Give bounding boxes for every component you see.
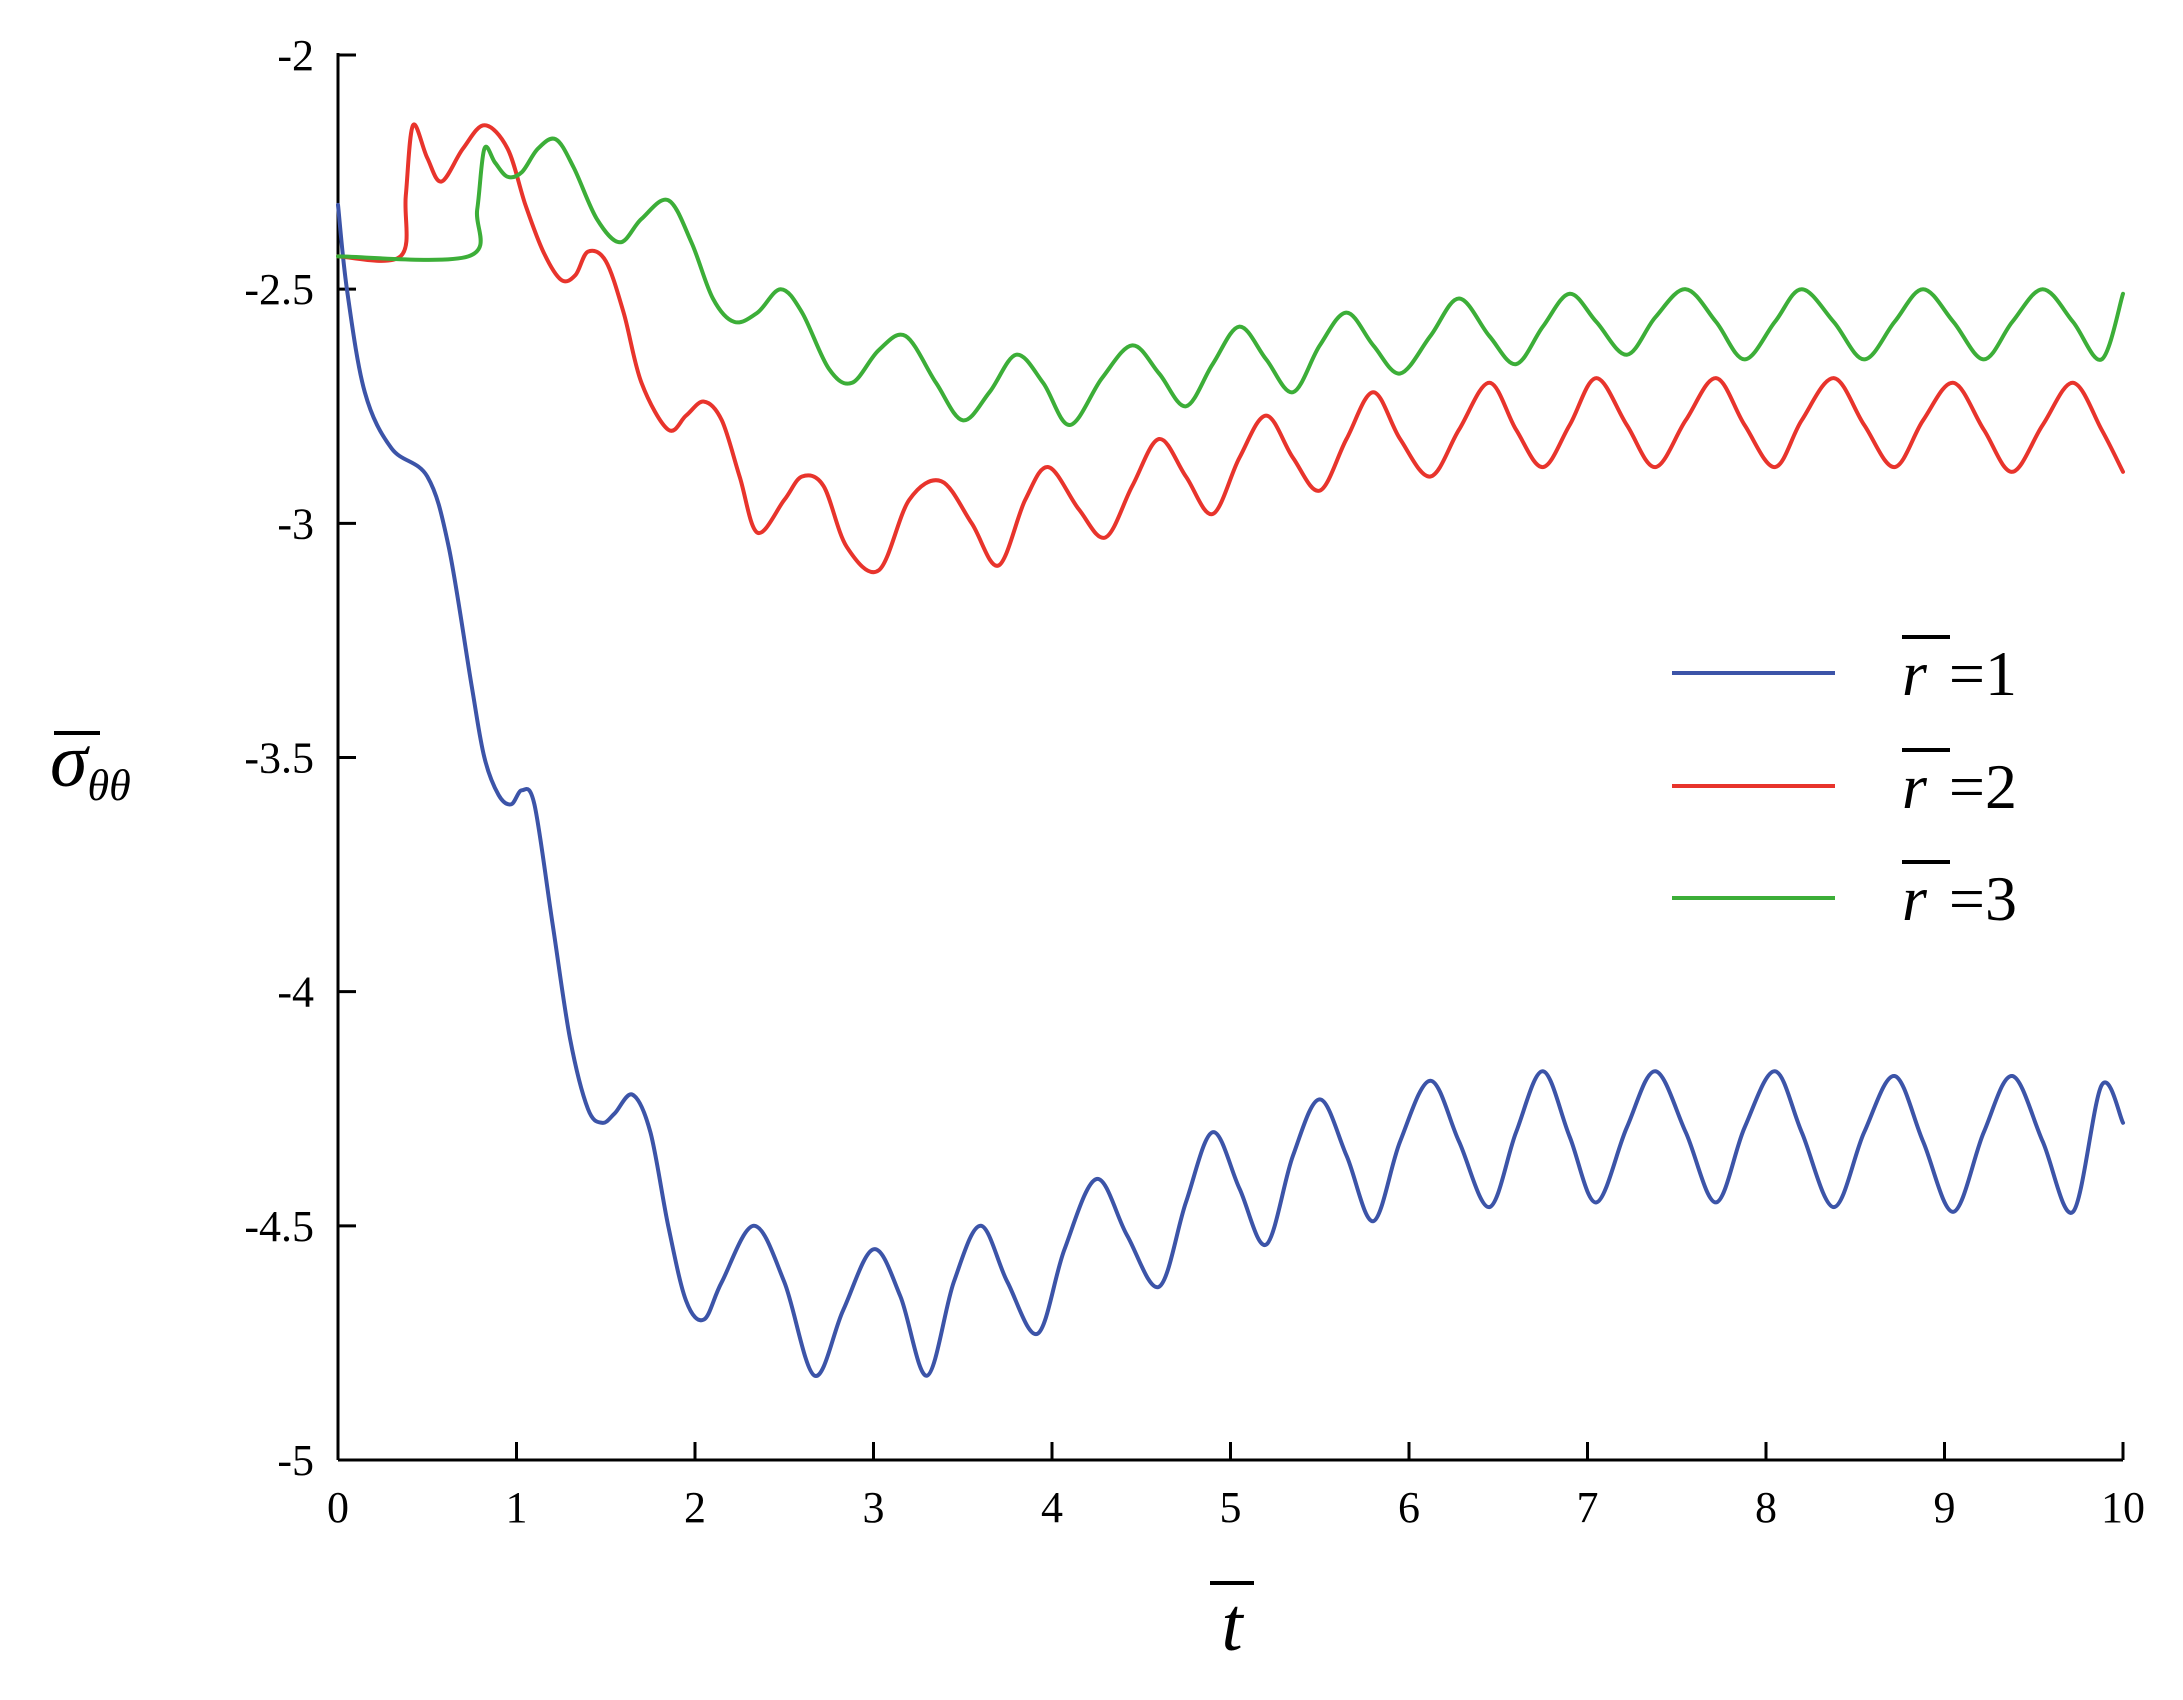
x-axis-label: t — [1210, 1581, 1254, 1667]
x-tick-label: 5 — [1220, 1483, 1242, 1532]
y-axis-label-symbol: σ — [50, 719, 90, 803]
legend-entry-1: r =1 — [1672, 635, 2017, 709]
y-tick-label: -5 — [277, 1436, 314, 1485]
legend: r =1 r =2 r =3 — [1672, 635, 2017, 934]
legend-entry-3: r =3 — [1672, 860, 2017, 934]
y-tick-label: -4 — [277, 968, 314, 1017]
series-line-2 — [336, 122, 2125, 575]
legend-label: r =1 — [1902, 638, 2017, 709]
svg-text:σθθ: σθθ — [50, 719, 131, 810]
y-tick-label: -2.5 — [244, 265, 314, 314]
y-tick-label: -3.5 — [244, 734, 314, 783]
x-tick-label: 1 — [506, 1483, 528, 1532]
y-axis-label: σθθ — [50, 719, 131, 810]
x-tick-label: 7 — [1577, 1483, 1599, 1532]
series-line-3 — [336, 136, 2125, 427]
y-axis-label-subscript: θθ — [87, 761, 130, 810]
x-tick-label: 8 — [1755, 1483, 1777, 1532]
x-tick-label: 6 — [1398, 1483, 1420, 1532]
x-tick-label: 0 — [327, 1483, 349, 1532]
x-axis-label-text: t — [1221, 1583, 1244, 1667]
y-tick-label: -2 — [277, 31, 314, 80]
legend-label: r =2 — [1902, 751, 2017, 822]
x-tick-label: 10 — [2101, 1483, 2145, 1532]
y-tick-label: -4.5 — [244, 1202, 314, 1251]
x-tick-label: 3 — [863, 1483, 885, 1532]
series-line-1 — [336, 202, 2125, 1378]
y-tick-label: -3 — [277, 499, 314, 548]
legend-label: r =3 — [1902, 863, 2017, 934]
legend-entry-2: r =2 — [1672, 748, 2017, 822]
axes: 0 1 2 3 4 5 6 7 8 9 10 -2 -2.5 -3 -3.5 -4 -4.5 -5 — [244, 31, 2145, 1532]
x-tick-label: 2 — [684, 1483, 706, 1532]
x-tick-label: 4 — [1041, 1483, 1063, 1532]
x-tick-label: 9 — [1934, 1483, 1956, 1532]
series-layer — [336, 122, 2125, 1378]
